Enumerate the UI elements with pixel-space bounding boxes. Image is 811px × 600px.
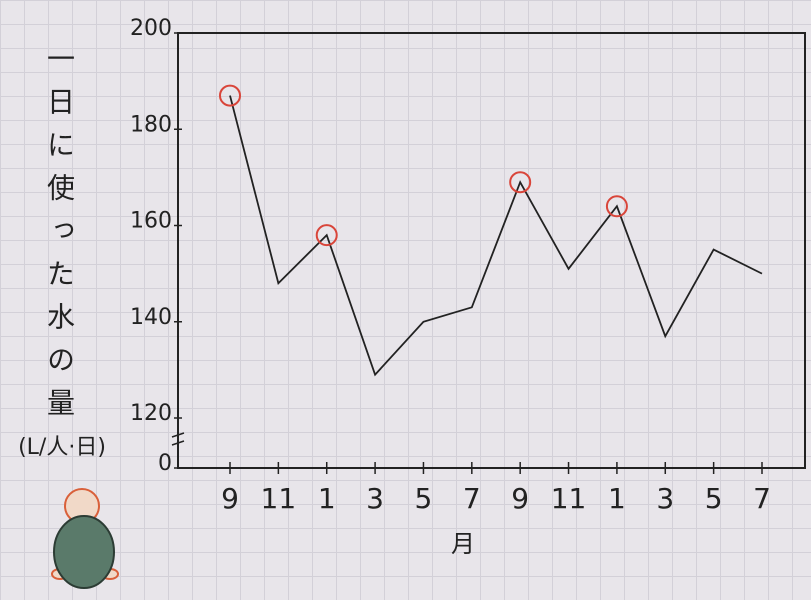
x-tick-label: 3 — [366, 482, 384, 515]
plot-frame — [178, 33, 805, 468]
x-tick-label: 11 — [261, 482, 297, 515]
y-tick-label: 120 — [130, 401, 172, 426]
x-tick-label: 7 — [463, 482, 481, 515]
x-tick-label: 1 — [608, 482, 626, 515]
y-axis-unit: (L/人·日) — [18, 435, 106, 460]
y-axis-label: 一日に使った水の量 — [43, 44, 76, 431]
chart: 一日に使った水の量 (L/人·日) 月 01201401601802009111… — [0, 0, 811, 596]
x-tick-label: 3 — [656, 482, 674, 515]
y-tick-label: 200 — [130, 16, 172, 41]
x-tick-label: 7 — [753, 482, 771, 515]
page: 一日に使った水の量 (L/人·日) 月 01201401601802009111… — [0, 0, 811, 596]
y-tick-label: 180 — [130, 112, 172, 137]
x-tick-label: 5 — [705, 482, 723, 515]
x-tick-label: 9 — [511, 482, 529, 515]
x-tick-label: 1 — [318, 482, 336, 515]
x-axis-label: 月 — [451, 530, 475, 558]
x-tick-label: 5 — [415, 482, 433, 515]
y-tick-label: 0 — [158, 451, 172, 476]
x-tick-label: 9 — [221, 482, 239, 515]
y-tick-label: 140 — [130, 305, 172, 330]
x-tick-label: 11 — [551, 482, 587, 515]
data-line — [230, 96, 762, 375]
y-tick-label: 160 — [130, 209, 172, 234]
turtle-doodle — [52, 489, 118, 588]
